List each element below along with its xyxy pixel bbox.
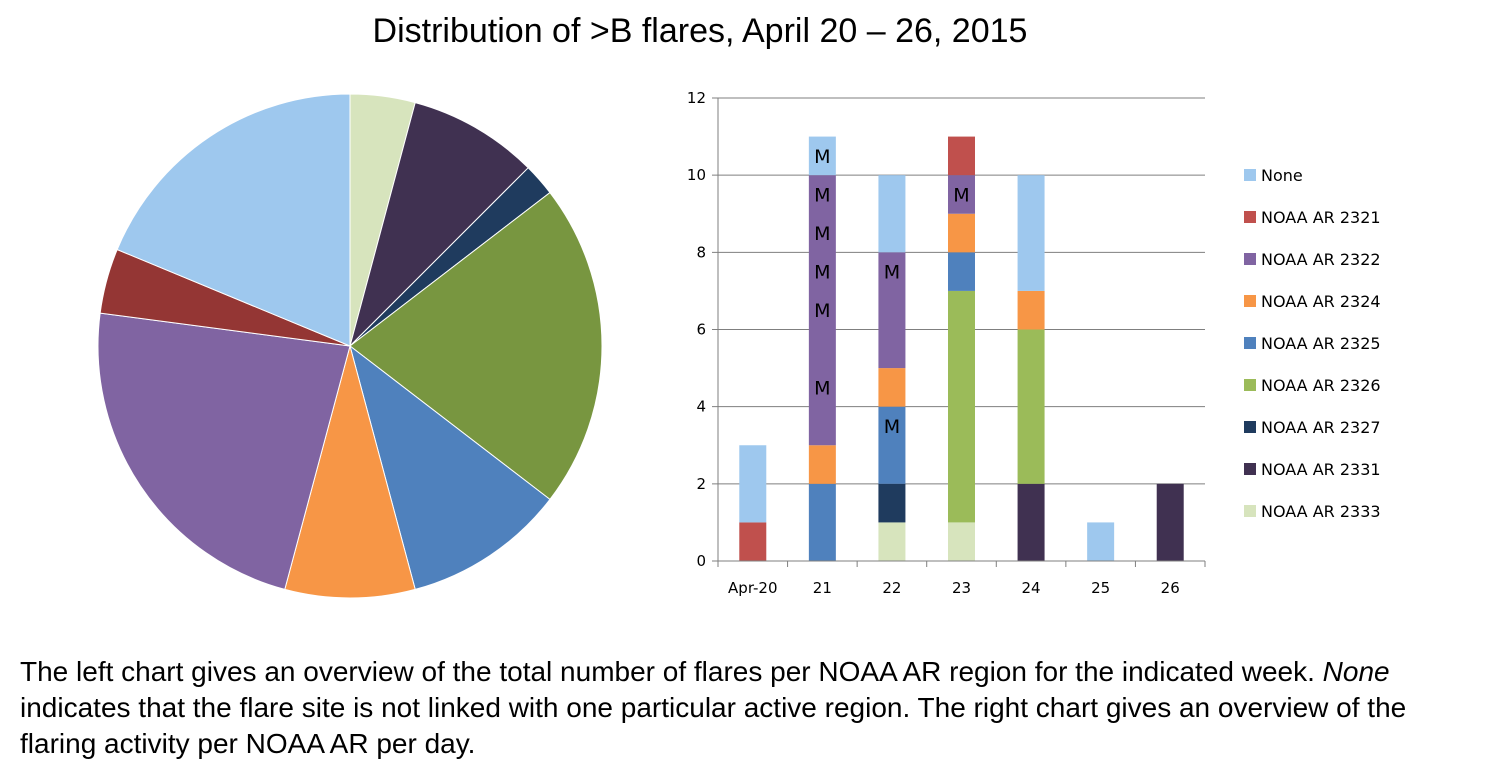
- bar-22-noaa-ar-2325: [878, 406, 906, 484]
- x-tick-label: 25: [1091, 579, 1110, 597]
- y-tick-label: 4: [696, 398, 706, 416]
- bar-24-none: [1017, 175, 1045, 291]
- bar-24-noaa-ar-2326: [1017, 329, 1045, 484]
- m-class-label: M: [814, 184, 830, 206]
- m-class-label: M: [953, 184, 969, 206]
- legend-swatch-noaa-ar-2324: [1244, 295, 1256, 307]
- y-tick-label: 10: [687, 166, 706, 184]
- m-class-label: M: [814, 223, 830, 245]
- bar-21-none: [808, 136, 836, 176]
- pie-slice-noaa-ar-2331: [349, 101, 529, 348]
- bar-23-noaa-ar-2333: [948, 522, 975, 561]
- bar-24-noaa-ar-2324: [1017, 290, 1045, 330]
- legend-label-noaa-ar-2327: NOAA AR 2327: [1261, 418, 1381, 437]
- x-tick-label: 22: [882, 579, 901, 597]
- legend-swatch-noaa-ar-2327: [1244, 421, 1256, 433]
- caption-part-2: indicates that the flare site is not lin…: [20, 692, 1407, 759]
- legend-swatch-noaa-ar-2331: [1244, 463, 1256, 475]
- legend-label-noaa-ar-2326: NOAA AR 2326: [1261, 376, 1381, 395]
- legend-label-noaa-ar-2324: NOAA AR 2324: [1261, 292, 1381, 311]
- bar-apr-20-none: [739, 445, 767, 523]
- bar-23-noaa-ar-2326: [948, 290, 975, 523]
- caption-emphasis: None: [1322, 656, 1390, 687]
- bar-22-noaa-ar-2324: [878, 368, 906, 407]
- legend-label-noaa-ar-2321: NOAA AR 2321: [1261, 208, 1381, 227]
- legend-label-noaa-ar-2325: NOAA AR 2325: [1261, 334, 1381, 353]
- legend-label-none: None: [1261, 166, 1303, 185]
- pie-slice-noaa-ar-2326: [349, 191, 603, 501]
- pie-chart: [97, 93, 603, 599]
- bar-23-noaa-ar-2325: [948, 252, 975, 291]
- bar-24-noaa-ar-2331: [1017, 483, 1045, 561]
- legend-label-noaa-ar-2322: NOAA AR 2322: [1261, 250, 1381, 269]
- legend-swatch-noaa-ar-2322: [1244, 253, 1256, 265]
- bar-21-noaa-ar-2322: [808, 175, 836, 446]
- y-tick-label: 12: [687, 89, 706, 107]
- bar-22-noaa-ar-2322: [878, 252, 906, 369]
- bar-22-noaa-ar-2327: [878, 483, 906, 523]
- y-tick-label: 2: [696, 475, 706, 493]
- y-tick-label: 8: [696, 243, 706, 261]
- y-tick-label: 6: [696, 321, 706, 339]
- pie-slice-none: [116, 93, 351, 347]
- m-class-label: M: [884, 416, 900, 438]
- m-class-label: M: [814, 262, 830, 284]
- m-class-label: M: [814, 300, 830, 322]
- x-tick-label: 21: [813, 579, 832, 597]
- bar-25-none: [1087, 522, 1115, 561]
- legend-swatch-none: [1244, 169, 1256, 181]
- caption-part-1: The left chart gives an overview of the …: [20, 656, 1323, 687]
- x-tick-label: 23: [952, 579, 971, 597]
- page-title: Distribution of >B flares, April 20 – 26…: [372, 12, 1028, 50]
- legend-label-noaa-ar-2331: NOAA AR 2331: [1261, 460, 1381, 479]
- bar-21-noaa-ar-2325: [808, 483, 836, 561]
- bar-23-noaa-ar-2324: [948, 213, 975, 253]
- x-tick-label: 26: [1161, 579, 1180, 597]
- x-tick-label: 24: [1022, 579, 1041, 597]
- bar-22-none: [878, 175, 906, 253]
- bar-apr-20-noaa-ar-2321: [739, 522, 767, 561]
- m-class-label: M: [884, 262, 900, 284]
- x-tick-label: Apr-20: [728, 579, 778, 597]
- bar-23-noaa-ar-2321: [948, 136, 975, 176]
- legend-swatch-noaa-ar-2333: [1244, 505, 1256, 517]
- m-class-label: M: [814, 146, 830, 168]
- legend-swatch-noaa-ar-2326: [1244, 379, 1256, 391]
- bar-21-noaa-ar-2324: [808, 445, 836, 484]
- legend-label-noaa-ar-2333: NOAA AR 2333: [1261, 502, 1381, 521]
- bar-23-noaa-ar-2322: [948, 175, 975, 214]
- pie-slice-noaa-ar-2325: [349, 344, 551, 591]
- legend-swatch-noaa-ar-2325: [1244, 337, 1256, 349]
- caption: The left chart gives an overview of the …: [20, 654, 1490, 762]
- bar-26-noaa-ar-2331: [1156, 483, 1184, 561]
- pie-slice-noaa-ar-2324: [284, 344, 416, 599]
- bar-22-noaa-ar-2333: [878, 522, 906, 561]
- m-class-label: M: [814, 377, 830, 399]
- pie-slice-noaa-ar-2322: [97, 312, 351, 591]
- y-tick-label: 0: [696, 552, 706, 570]
- legend-swatch-noaa-ar-2321: [1244, 211, 1256, 223]
